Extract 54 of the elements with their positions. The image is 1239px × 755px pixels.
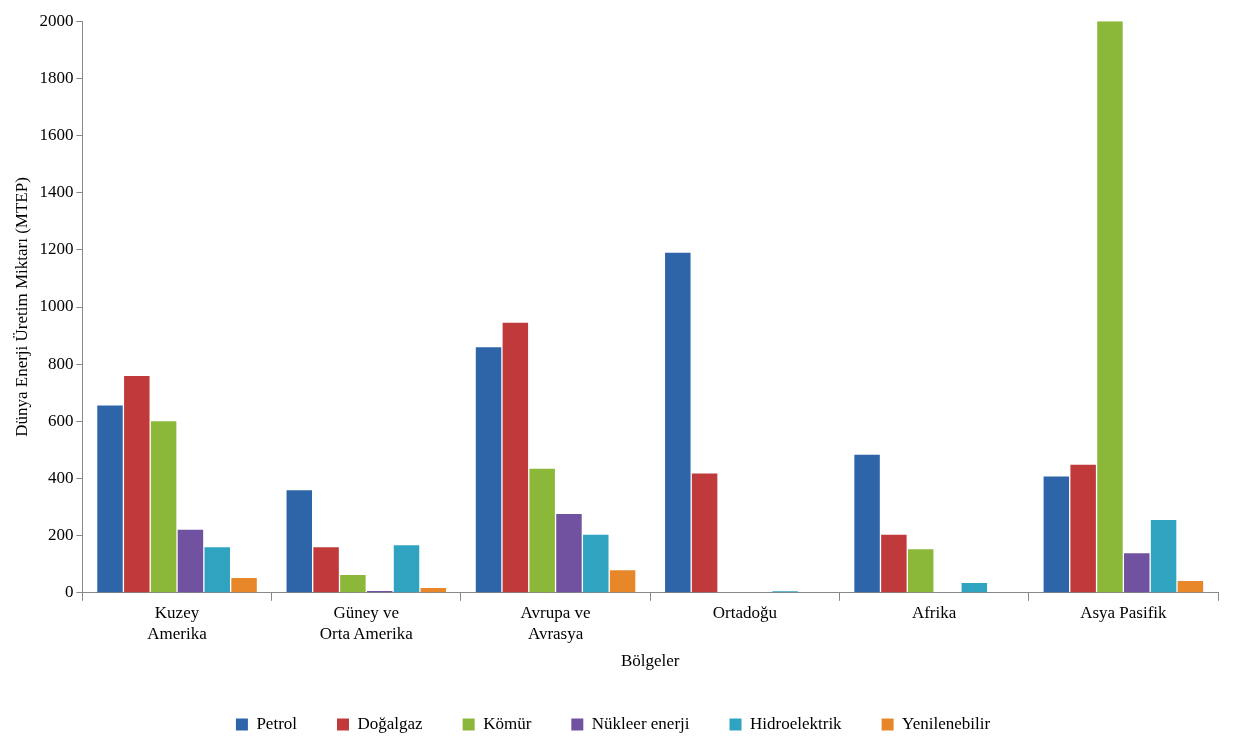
bar — [881, 534, 907, 593]
legend-label: Yenilenebilir — [902, 713, 991, 733]
bar — [502, 322, 529, 593]
bar — [583, 534, 609, 593]
bar — [907, 549, 934, 593]
y-tick-label: 0 — [64, 582, 74, 602]
bar — [231, 577, 257, 593]
bar — [1043, 476, 1070, 593]
y-axis-title: Dünya Enerji Üretim Miktarı (MTEP) — [11, 177, 31, 437]
bar — [691, 473, 718, 593]
bar — [313, 547, 339, 593]
bar — [393, 545, 420, 593]
legend-label: Hidroelektrik — [750, 713, 843, 733]
y-tick-label: 1400 — [39, 182, 74, 202]
legend-label: Doğalgaz — [357, 713, 424, 733]
bar — [609, 570, 636, 593]
bar — [204, 547, 230, 593]
y-tick-label: 1000 — [39, 296, 74, 316]
bar — [177, 529, 204, 593]
bar — [1150, 519, 1177, 593]
legend-label: Kömür — [483, 713, 532, 733]
x-axis-title: Bölgeler — [620, 651, 680, 671]
bar — [340, 575, 366, 593]
x-tick-label: Avrupa ve Avrasya — [520, 603, 591, 643]
x-tick-label: Asya Pasifik — [1080, 603, 1168, 623]
x-tick-label: Güney ve Orta Amerika — [319, 603, 414, 643]
x-tick-label: Kuzey Amerika — [147, 603, 208, 643]
bar — [529, 468, 555, 593]
y-tick-label: 800 — [47, 353, 74, 373]
legend-label: Nükleer enerji — [591, 713, 690, 733]
bar — [556, 513, 582, 593]
y-tick-label: 1200 — [39, 239, 74, 259]
x-tick-label: Afrika — [911, 603, 957, 623]
bar — [150, 421, 177, 593]
legend-label: Petrol — [256, 713, 298, 733]
y-tick-label: 1600 — [39, 124, 74, 144]
bar — [1070, 464, 1096, 593]
bar — [475, 347, 502, 593]
bar — [124, 375, 150, 593]
y-tick-label: 1800 — [39, 67, 74, 87]
y-tick-label: 200 — [47, 525, 74, 545]
bar — [420, 587, 447, 593]
bar — [97, 405, 123, 593]
bar — [1097, 21, 1123, 593]
y-tick-label: 600 — [47, 410, 74, 430]
y-tick-label: 2000 — [39, 10, 74, 30]
bar — [854, 454, 880, 593]
bar — [665, 252, 691, 593]
bar — [1177, 581, 1204, 593]
bar — [286, 490, 312, 593]
bar — [1124, 553, 1150, 593]
y-tick-label: 400 — [47, 467, 74, 487]
bar — [961, 583, 988, 593]
x-tick-label: Ortadoğu — [712, 603, 778, 623]
